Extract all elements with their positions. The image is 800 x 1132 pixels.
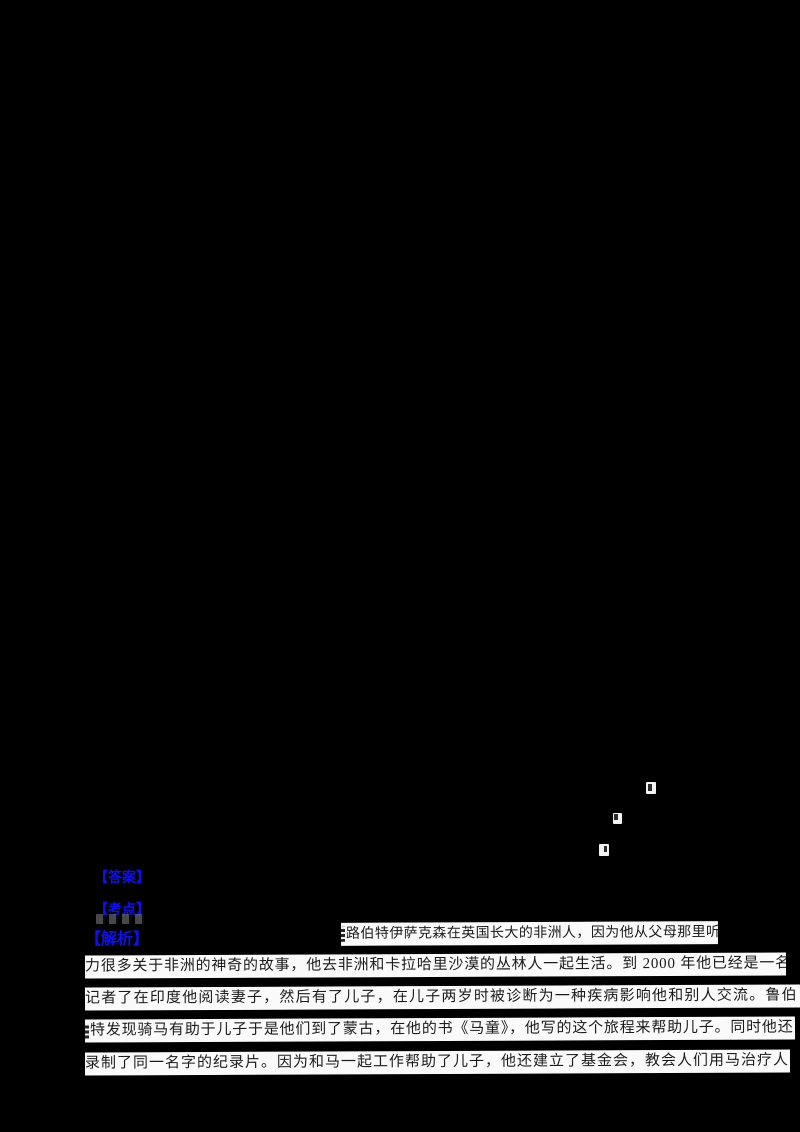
- faint-ghost-text: [96, 914, 148, 924]
- passage-line-text: 力很多关于非洲的神奇的故事，他去非洲和卡拉哈里沙漠的丛林人一起生活。到 2000…: [84, 955, 787, 975]
- scan-artifact-speck: [599, 844, 609, 856]
- passage-line-text: 特发现骑马有助于儿子于是他们到了蒙古，在他的书《马童》，他写的这个旅程来帮助儿子…: [89, 1019, 794, 1039]
- passage-line: 力很多关于非洲的神奇的故事，他去非洲和卡拉哈里沙漠的丛林人一起生活。到 2000…: [84, 952, 787, 979]
- passage-line-text: 记者了在印度他阅读妻子，然后有了儿子，在儿子两岁时被诊断为一种疾病影响他和别人交…: [84, 987, 798, 1007]
- passage-line: 特发现骑马有助于儿子于是他们到了蒙古，在他的书《马童》，他写的这个旅程来帮助儿子…: [84, 1016, 796, 1043]
- keypoint-section-label: 【考点】: [94, 901, 150, 917]
- passage-line: 录制了同一名字的纪录片。因为和马一起工作帮助了儿子，他还建立了基金会，教会人们用…: [84, 1049, 791, 1076]
- passage-line: 记者了在印度他阅读妻子，然后有了儿子，在儿子两岁时被诊断为一种疾病影响他和别人交…: [84, 984, 800, 1011]
- analysis-section-label: 【解析】: [85, 931, 150, 948]
- scan-artifact-speck: [646, 782, 656, 794]
- passage-line-text: 录制了同一名字的纪录片。因为和马一起工作帮助了儿子，他还建立了基金会，教会人们用…: [84, 1052, 790, 1072]
- passage-line-text: 路伯特伊萨克森在英国长大的非洲人，因为他从父母那里听: [345, 925, 719, 942]
- answer-section-label: 【答案】: [94, 869, 150, 885]
- scan-artifact-speck: [613, 813, 622, 824]
- passage-line: 路伯特伊萨克森在英国长大的非洲人，因为他从父母那里听: [340, 921, 719, 946]
